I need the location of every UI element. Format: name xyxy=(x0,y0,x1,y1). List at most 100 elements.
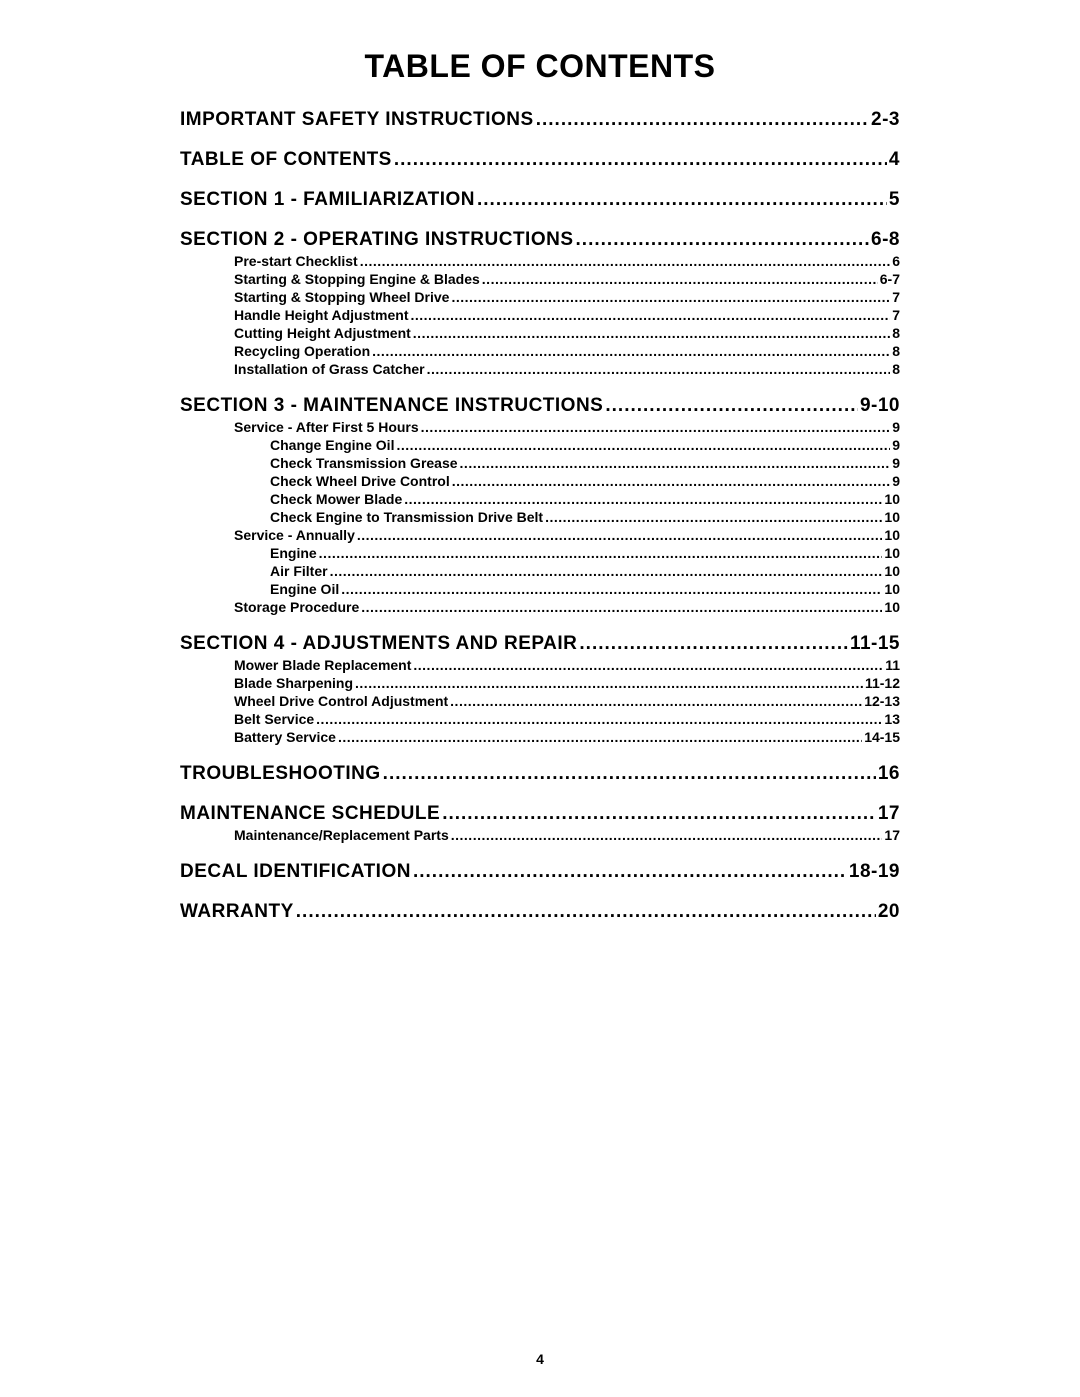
toc-entry-page: 9 xyxy=(892,419,900,435)
toc-entry-page: 10 xyxy=(884,599,900,615)
toc-entry-label: Service - Annually xyxy=(234,527,355,543)
toc-dot-leader xyxy=(605,395,858,417)
toc-dot-leader xyxy=(394,149,887,171)
toc-entry-label: TROUBLESHOOTING xyxy=(180,763,381,785)
toc-entry: Storage Procedure 10 xyxy=(234,599,900,615)
toc-entry: Handle Height Adjustment 7 xyxy=(234,307,900,323)
toc-dot-leader xyxy=(411,307,891,323)
toc-entry-page: 9-10 xyxy=(860,395,900,417)
toc-entry-page: 9 xyxy=(892,473,900,489)
toc-dot-leader xyxy=(482,271,878,287)
toc-entry: Maintenance/Replacement Parts 17 xyxy=(234,827,900,843)
toc-entry-page: 17 xyxy=(884,827,900,843)
toc-entry-page: 11-12 xyxy=(865,675,900,691)
toc-entry: Change Engine Oil 9 xyxy=(270,437,900,453)
toc-dot-leader xyxy=(451,827,883,843)
toc-entry-label: Engine xyxy=(270,545,317,561)
toc-dot-leader xyxy=(361,599,882,615)
toc-entry: SECTION 2 - OPERATING INSTRUCTIONS 6-8 xyxy=(180,229,900,251)
toc-entry-label: Starting & Stopping Wheel Drive xyxy=(234,289,449,305)
toc-entry-page: 7 xyxy=(892,289,900,305)
toc-entry-page: 17 xyxy=(878,803,900,825)
toc-entry: Engine Oil 10 xyxy=(270,581,900,597)
toc-entry-page: 8 xyxy=(892,343,900,359)
toc-dot-leader xyxy=(477,189,887,211)
toc-entry: Battery Service 14-15 xyxy=(234,729,900,745)
toc-dot-leader xyxy=(404,491,882,507)
toc-entry-page: 4 xyxy=(889,149,900,171)
table-of-contents: IMPORTANT SAFETY INSTRUCTIONS 2-3TABLE O… xyxy=(180,109,900,923)
toc-dot-leader xyxy=(427,361,891,377)
toc-dot-leader xyxy=(296,901,876,923)
toc-dot-leader xyxy=(383,763,876,785)
toc-entry-label: Recycling Operation xyxy=(234,343,370,359)
toc-entry-label: WARRANTY xyxy=(180,901,294,923)
toc-dot-leader xyxy=(360,253,890,269)
toc-dot-leader xyxy=(341,581,882,597)
toc-dot-leader xyxy=(319,545,883,561)
toc-dot-leader xyxy=(450,693,862,709)
toc-entry: Service - After First 5 Hours 9 xyxy=(234,419,900,435)
toc-entry-label: Battery Service xyxy=(234,729,336,745)
toc-entry-label: Storage Procedure xyxy=(234,599,359,615)
toc-dot-leader xyxy=(421,419,891,435)
toc-dot-leader xyxy=(413,657,883,673)
toc-entry-page: 10 xyxy=(884,527,900,543)
toc-dot-leader xyxy=(413,325,890,341)
toc-entry-page: 13 xyxy=(884,711,900,727)
toc-dot-leader xyxy=(576,229,870,251)
toc-dot-leader xyxy=(357,527,883,543)
toc-entry-page: 10 xyxy=(884,509,900,525)
toc-entry-label: Service - After First 5 Hours xyxy=(234,419,419,435)
toc-entry-page: 10 xyxy=(884,545,900,561)
toc-entry: MAINTENANCE SCHEDULE 17 xyxy=(180,803,900,825)
toc-entry-label: SECTION 3 - MAINTENANCE INSTRUCTIONS xyxy=(180,395,603,417)
toc-entry-page: 10 xyxy=(884,563,900,579)
toc-entry-label: MAINTENANCE SCHEDULE xyxy=(180,803,440,825)
toc-entry-page: 7 xyxy=(892,307,900,323)
toc-entry-page: 2-3 xyxy=(871,109,900,131)
toc-entry: IMPORTANT SAFETY INSTRUCTIONS 2-3 xyxy=(180,109,900,131)
toc-entry-label: SECTION 2 - OPERATING INSTRUCTIONS xyxy=(180,229,574,251)
toc-entry-label: SECTION 4 - ADJUSTMENTS AND REPAIR xyxy=(180,633,577,655)
toc-entry-label: Check Transmission Grease xyxy=(270,455,458,471)
toc-entry-page: 5 xyxy=(889,189,900,211)
toc-entry: SECTION 3 - MAINTENANCE INSTRUCTIONS 9-1… xyxy=(180,395,900,417)
toc-entry-label: Check Mower Blade xyxy=(270,491,402,507)
toc-dot-leader xyxy=(372,343,890,359)
toc-entry-label: Pre-start Checklist xyxy=(234,253,358,269)
toc-entry: Check Wheel Drive Control 9 xyxy=(270,473,900,489)
toc-entry: Blade Sharpening 11-12 xyxy=(234,675,900,691)
toc-entry-label: Belt Service xyxy=(234,711,314,727)
toc-entry-page: 8 xyxy=(892,361,900,377)
toc-entry-page: 9 xyxy=(892,455,900,471)
toc-dot-leader xyxy=(355,675,863,691)
page-title: Table Of Contents xyxy=(180,48,900,85)
toc-entry: Pre-start Checklist 6 xyxy=(234,253,900,269)
toc-entry-label: Change Engine Oil xyxy=(270,437,394,453)
toc-entry-page: 11-15 xyxy=(850,633,900,655)
toc-entry: Check Engine to Transmission Drive Belt … xyxy=(270,509,900,525)
toc-entry-page: 18-19 xyxy=(849,861,900,883)
toc-entry: Mower Blade Replacement 11 xyxy=(234,657,900,673)
toc-entry-label: Check Engine to Transmission Drive Belt xyxy=(270,509,543,525)
toc-entry: SECTION 4 - ADJUSTMENTS AND REPAIR 11-15 xyxy=(180,633,900,655)
toc-entry-label: SECTION 1 - FAMILIARIZATION xyxy=(180,189,475,211)
toc-entry-page: 14-15 xyxy=(864,729,900,745)
toc-entry: TROUBLESHOOTING 16 xyxy=(180,763,900,785)
toc-entry-page: 8 xyxy=(892,325,900,341)
toc-entry-page: 12-13 xyxy=(864,693,900,709)
toc-entry-label: Wheel Drive Control Adjustment xyxy=(234,693,448,709)
toc-entry: Check Mower Blade 10 xyxy=(270,491,900,507)
page-number: 4 xyxy=(0,1351,1080,1367)
toc-entry-label: Check Wheel Drive Control xyxy=(270,473,450,489)
toc-dot-leader xyxy=(338,729,862,745)
toc-entry-page: 16 xyxy=(878,763,900,785)
toc-entry: Recycling Operation 8 xyxy=(234,343,900,359)
toc-entry-label: Maintenance/Replacement Parts xyxy=(234,827,449,843)
toc-entry: Wheel Drive Control Adjustment 12-13 xyxy=(234,693,900,709)
toc-dot-leader xyxy=(451,289,890,305)
toc-entry: Starting & Stopping Wheel Drive 7 xyxy=(234,289,900,305)
document-page: Table Of Contents IMPORTANT SAFETY INSTR… xyxy=(0,0,1080,1397)
toc-entry-label: Handle Height Adjustment xyxy=(234,307,409,323)
